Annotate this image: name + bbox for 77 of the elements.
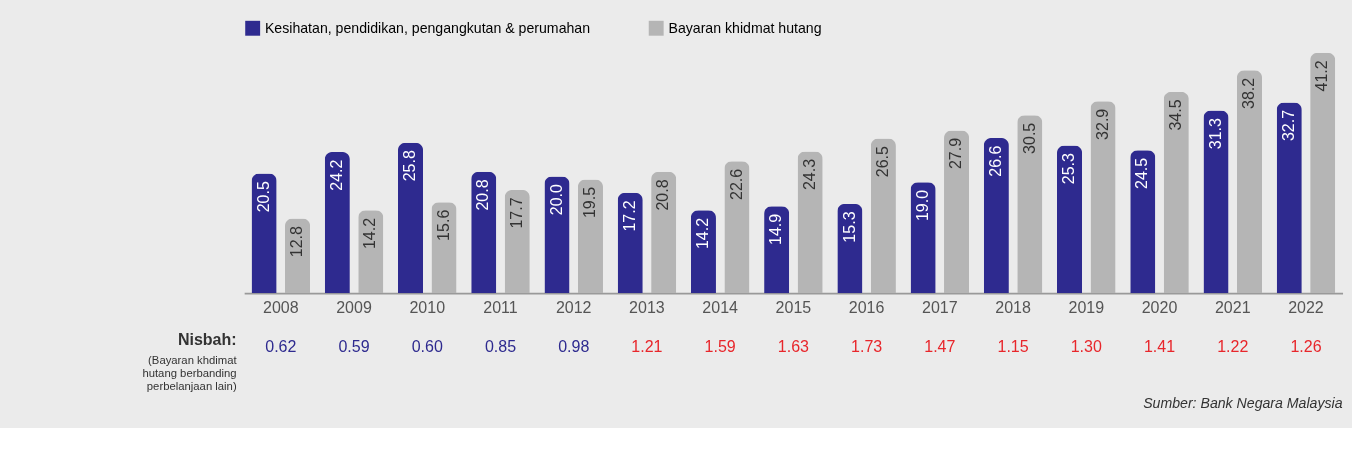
- text: 0.60: [411, 336, 443, 355]
- text: Nisbah:: [177, 330, 237, 349]
- x-tick-label: 2008: [262, 298, 299, 317]
- data-label: 34.5: [1165, 99, 1184, 131]
- x-tick-label: 2011: [483, 298, 518, 317]
- bar: [1056, 145, 1083, 294]
- data-label: 14.9: [766, 213, 785, 245]
- text: 1.73: [851, 336, 883, 355]
- data-label: 24.3: [799, 158, 818, 191]
- text: 1.30: [1070, 336, 1102, 355]
- data-label: 19.0: [912, 189, 931, 222]
- text: 1.21: [631, 336, 663, 355]
- text: 0.59: [338, 336, 370, 355]
- x-tick-label: 2018: [995, 298, 1031, 317]
- text: 0.62: [265, 336, 297, 355]
- text: 1.15: [997, 336, 1029, 355]
- bar: [1236, 70, 1263, 294]
- data-label: 20.8: [653, 179, 672, 211]
- bar: [1017, 115, 1043, 294]
- bar: [1276, 102, 1302, 294]
- data-label: 25.3: [1059, 153, 1078, 185]
- x-tick-label: 2009: [336, 298, 372, 317]
- text: 1.59: [704, 336, 736, 355]
- data-label: 17.7: [506, 197, 525, 229]
- data-label: 15.3: [839, 211, 858, 243]
- data-label: 32.7: [1278, 109, 1297, 142]
- data-label: 26.5: [873, 146, 892, 178]
- x-tick-label: 2019: [1068, 298, 1105, 317]
- data-label: 14.2: [693, 217, 712, 250]
- data-label: 14.2: [360, 217, 379, 250]
- bar: [983, 137, 1009, 294]
- text: Sumber: Bank Negara Malaysia: [1143, 395, 1343, 412]
- bar: [870, 138, 896, 294]
- data-label: 24.5: [1132, 157, 1151, 189]
- text: 1.47: [924, 336, 956, 355]
- data-label: 20.5: [253, 181, 272, 213]
- data-label: 12.8: [287, 225, 306, 258]
- text: 0.98: [558, 336, 590, 355]
- bar: [1203, 110, 1229, 294]
- x-tick-label: 2014: [702, 298, 739, 317]
- x-tick-label: 2022: [1288, 298, 1324, 317]
- data-label: 41.2: [1312, 60, 1331, 92]
- x-tick-label: 2010: [409, 298, 446, 317]
- data-label: 17.2: [619, 200, 638, 232]
- data-label: 26.6: [986, 145, 1005, 177]
- data-label: 15.6: [433, 209, 452, 241]
- bar: [1090, 101, 1116, 294]
- text: 1.63: [777, 336, 810, 355]
- bar: [1163, 91, 1189, 294]
- data-label: 38.2: [1239, 77, 1258, 109]
- data-label: 27.9: [946, 137, 965, 170]
- legend-label: Bayaran khidmat hutang: [668, 19, 822, 36]
- x-tick-label: 2015: [775, 298, 812, 317]
- text: 1.22: [1217, 336, 1249, 355]
- data-label: 32.9: [1092, 108, 1111, 140]
- data-label: 30.5: [1019, 122, 1038, 154]
- data-label: 24.2: [327, 159, 345, 191]
- x-tick-label: 2013: [629, 298, 665, 317]
- bar: [944, 130, 970, 294]
- x-tick-label: 2016: [848, 298, 885, 317]
- data-label: 20.8: [473, 179, 492, 211]
- data-label: 20.0: [546, 183, 565, 216]
- data-label: 31.3: [1205, 118, 1224, 150]
- bar: [397, 142, 424, 294]
- text: (Bayaran khdimat hutang berbanding perbelanjaan lain): [142, 353, 238, 393]
- text: 1.26: [1290, 336, 1322, 355]
- x-tick-label: 2021: [1214, 298, 1251, 317]
- x-tick-label: 2012: [555, 298, 592, 317]
- data-label: 25.8: [400, 150, 419, 182]
- x-tick-label: 2020: [1141, 298, 1178, 317]
- bar: [1310, 52, 1336, 294]
- text: 0.85: [484, 336, 517, 355]
- text: 1.41: [1143, 336, 1176, 355]
- x-tick-label: 2017: [922, 298, 958, 317]
- data-label: 22.6: [726, 168, 745, 201]
- data-label: 19.5: [580, 186, 599, 219]
- legend-label: Kesihatan, pendidikan, pengangkutan & perumahan: [264, 19, 591, 36]
